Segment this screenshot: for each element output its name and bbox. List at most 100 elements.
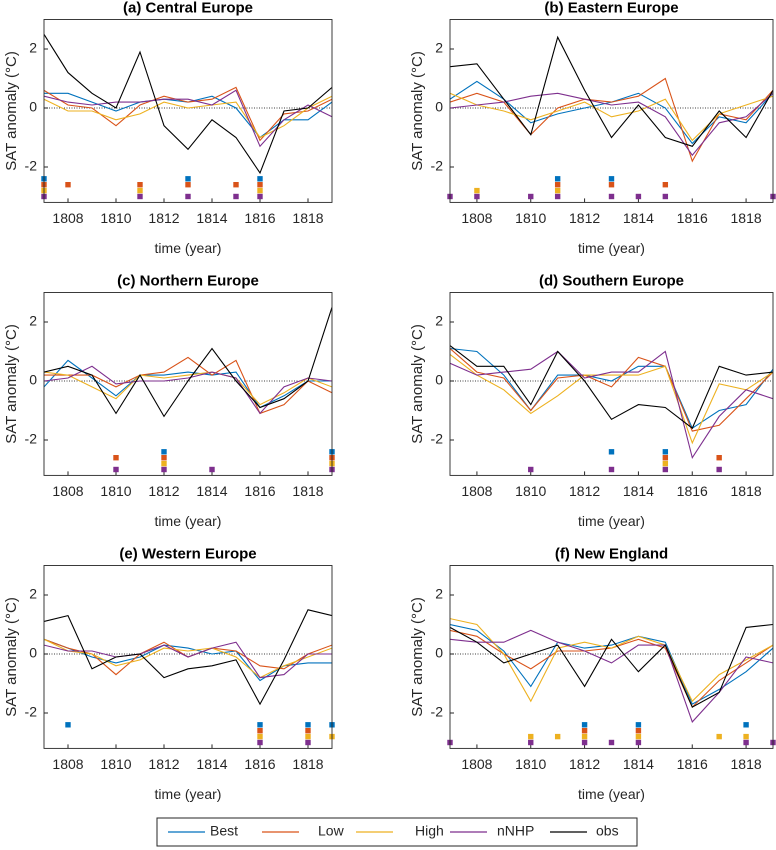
series-line xyxy=(44,365,332,415)
significance-marker xyxy=(113,466,119,473)
significance-marker xyxy=(305,722,311,728)
series-line xyxy=(450,92,773,157)
axes-box xyxy=(43,292,333,476)
series-line xyxy=(450,618,773,703)
series-line xyxy=(44,371,332,406)
significance-marker xyxy=(113,455,119,461)
series-line xyxy=(44,307,332,418)
series-line xyxy=(44,89,332,148)
x-tick-label: 1818 xyxy=(292,756,323,772)
significance-marker xyxy=(662,466,669,473)
subplot: (e) Western Europe time (year) SAT anomaly… xyxy=(3,545,335,802)
series-line xyxy=(44,638,332,682)
x-tick-label: 1812 xyxy=(148,210,179,226)
significance-marker xyxy=(474,193,480,200)
significance-marker xyxy=(662,455,669,461)
series-line xyxy=(450,347,773,430)
significance-marker xyxy=(743,739,749,746)
series-line xyxy=(450,348,773,432)
significance-marker xyxy=(528,466,534,473)
x-axis-label: time (year) xyxy=(155,786,222,802)
subplot: (d) Southern Europe time (year) SAT anomal… xyxy=(409,272,774,529)
y-tick-label: 2 xyxy=(29,586,37,602)
series-line xyxy=(450,345,773,430)
x-tick-label: 1812 xyxy=(569,483,600,499)
significance-marker xyxy=(554,182,561,188)
significance-marker xyxy=(528,193,534,200)
y-tick-label: 0 xyxy=(435,645,443,661)
series-line xyxy=(450,623,773,708)
significance-marker xyxy=(581,728,588,734)
series-line xyxy=(450,623,773,705)
significance-marker xyxy=(554,176,561,182)
significance-marker xyxy=(305,733,311,740)
significance-marker xyxy=(65,722,71,728)
y-axis-label: SAT anomaly (°C) xyxy=(3,324,20,444)
significance-marker xyxy=(608,739,615,746)
significance-marker xyxy=(662,449,669,455)
significance-marker xyxy=(608,176,615,182)
y-axis-label: SAT anomaly (°C) xyxy=(3,597,20,717)
x-tick-label: 1808 xyxy=(461,483,492,499)
x-tick-label: 1816 xyxy=(677,756,708,772)
significance-marker xyxy=(662,193,669,200)
significance-marker xyxy=(233,193,239,200)
significance-marker xyxy=(185,176,191,182)
x-tick-label: 1808 xyxy=(52,210,83,226)
subplot-title: (b) Eastern Europe xyxy=(544,0,678,16)
significance-marker xyxy=(161,449,167,455)
significance-marker xyxy=(635,733,642,740)
significance-marker xyxy=(209,466,215,473)
x-tick-label: 1814 xyxy=(196,483,227,499)
significance-marker xyxy=(608,193,615,200)
x-tick-label: 1814 xyxy=(196,210,227,226)
significance-marker xyxy=(528,733,534,740)
x-tick-label: 1810 xyxy=(100,483,131,499)
significance-marker xyxy=(662,182,669,188)
y-tick-label: 0 xyxy=(29,645,37,661)
significance-marker xyxy=(716,466,722,473)
subplot: (b) Eastern Europe time (year) SAT anomaly… xyxy=(409,0,776,256)
y-tick-label: -2 xyxy=(431,431,444,447)
y-tick-label: 2 xyxy=(435,313,443,329)
y-tick-label: 0 xyxy=(435,99,443,115)
significance-marker xyxy=(554,193,561,200)
y-tick-label: 2 xyxy=(29,40,37,56)
legend-label: nNHP xyxy=(497,823,534,839)
significance-marker xyxy=(716,455,722,461)
significance-marker xyxy=(635,193,642,200)
axes-box xyxy=(449,565,774,749)
y-axis-label: SAT anomaly (°C) xyxy=(409,51,426,171)
significance-marker xyxy=(554,187,561,194)
y-axis-label: SAT anomaly (°C) xyxy=(409,324,426,444)
subplot: (a) Central Europe time (year) SAT anomaly… xyxy=(3,0,333,256)
x-tick-label: 1816 xyxy=(677,210,708,226)
significance-marker xyxy=(137,182,143,188)
y-tick-label: -2 xyxy=(431,158,444,174)
significance-marker xyxy=(305,739,311,746)
x-tick-label: 1808 xyxy=(461,756,492,772)
significance-marker xyxy=(257,739,263,746)
y-tick-label: 0 xyxy=(29,372,37,388)
series-line xyxy=(44,609,332,706)
significance-marker xyxy=(581,739,588,746)
legend-label: High xyxy=(415,823,444,839)
subplot-title: (a) Central Europe xyxy=(123,0,253,16)
subplot-title: (e) Western Europe xyxy=(119,545,256,562)
series-line xyxy=(44,92,332,139)
x-tick-label: 1816 xyxy=(244,210,275,226)
significance-marker xyxy=(233,182,239,188)
subplot: (f) New England time (year) SAT anomaly (°… xyxy=(409,545,776,802)
significance-marker xyxy=(65,182,71,188)
x-axis-label: time (year) xyxy=(578,240,645,256)
x-axis-label: time (year) xyxy=(155,513,222,529)
series-line xyxy=(450,35,773,147)
significance-marker xyxy=(635,728,642,734)
significance-marker xyxy=(554,733,561,740)
x-tick-label: 1808 xyxy=(461,210,492,226)
subplot: (c) Northern Europe time (year) SAT anomal… xyxy=(3,272,335,529)
significance-marker xyxy=(161,466,167,473)
significance-marker xyxy=(137,193,143,200)
subplot-title: (d) Southern Europe xyxy=(539,272,684,289)
x-tick-label: 1816 xyxy=(244,756,275,772)
